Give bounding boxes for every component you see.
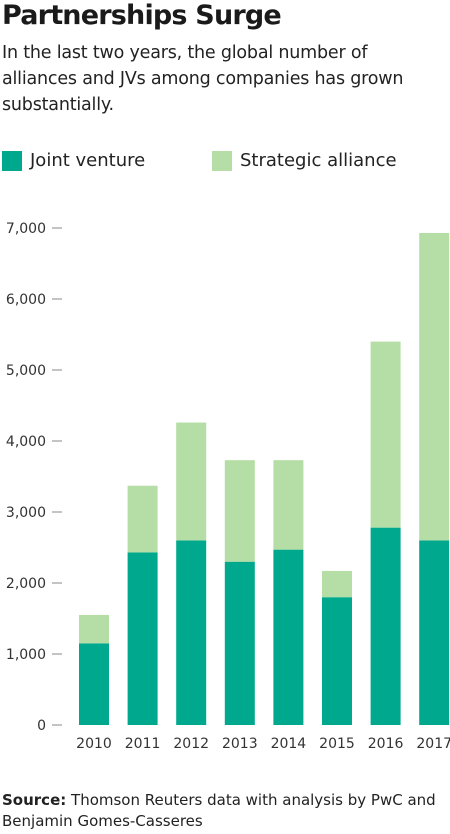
bar-joint-venture xyxy=(224,561,255,725)
bar-joint-venture xyxy=(176,540,207,725)
bar-strategic-alliance xyxy=(370,341,401,528)
bar-joint-venture xyxy=(419,540,450,725)
x-tick-label: 2015 xyxy=(319,736,355,752)
y-tick-label: 6,000 xyxy=(6,292,46,308)
x-tick-label: 2013 xyxy=(222,736,258,752)
bar-strategic-alliance xyxy=(419,232,450,541)
y-tick-label: 0 xyxy=(37,718,46,734)
source-note: Source: Thomson Reuters data with analys… xyxy=(2,790,442,832)
bar-joint-venture xyxy=(370,527,401,725)
legend-item-joint-venture: Joint venture xyxy=(2,150,145,171)
y-tick-label: 5,000 xyxy=(6,363,46,379)
source-label: Source: xyxy=(2,791,67,809)
bar-joint-venture xyxy=(322,597,352,725)
y-tick-label: 7,000 xyxy=(6,221,46,237)
x-tick-label: 2012 xyxy=(173,736,209,752)
bar-strategic-alliance xyxy=(224,460,255,562)
legend-label-joint-venture: Joint venture xyxy=(30,150,146,171)
bar-strategic-alliance xyxy=(79,614,109,644)
stacked-bar-chart: 0 1,000 2,000 3,000 4,000 5,000 6,000 7,000 2010… xyxy=(6,221,450,752)
bar-strategic-alliance xyxy=(273,460,304,550)
source-text: Thomson Reuters data with analysis by Pw… xyxy=(2,791,436,830)
legend-item-strategic-alliance: Strategic alliance xyxy=(212,150,397,171)
x-tick-label: 2017 xyxy=(416,736,450,752)
bar-strategic-alliance xyxy=(127,485,158,553)
legend-swatch-joint-venture xyxy=(2,150,22,171)
x-tick-label: 2011 xyxy=(125,736,161,752)
chart-subtitle: In the last two years, the global number… xyxy=(2,43,404,115)
x-tick-label: 2010 xyxy=(76,736,112,752)
bar-joint-venture xyxy=(127,552,158,725)
legend-swatch-strategic-alliance xyxy=(212,150,232,171)
y-tick-label: 3,000 xyxy=(6,505,46,521)
x-tick-label: 2014 xyxy=(271,736,307,752)
y-tick-label: 1,000 xyxy=(6,647,46,663)
y-tick-label: 2,000 xyxy=(6,576,46,592)
bar-joint-venture xyxy=(79,643,109,725)
chart-title: Partnerships Surge xyxy=(2,0,282,31)
y-tick-label: 4,000 xyxy=(6,434,46,450)
legend-label-strategic-alliance: Strategic alliance xyxy=(240,150,397,171)
bar-strategic-alliance xyxy=(322,570,352,598)
legend: Joint venture Strategic alliance xyxy=(2,150,450,180)
x-tick-label: 2016 xyxy=(368,736,404,752)
bar-joint-venture xyxy=(273,549,304,725)
bar-strategic-alliance xyxy=(176,422,207,541)
